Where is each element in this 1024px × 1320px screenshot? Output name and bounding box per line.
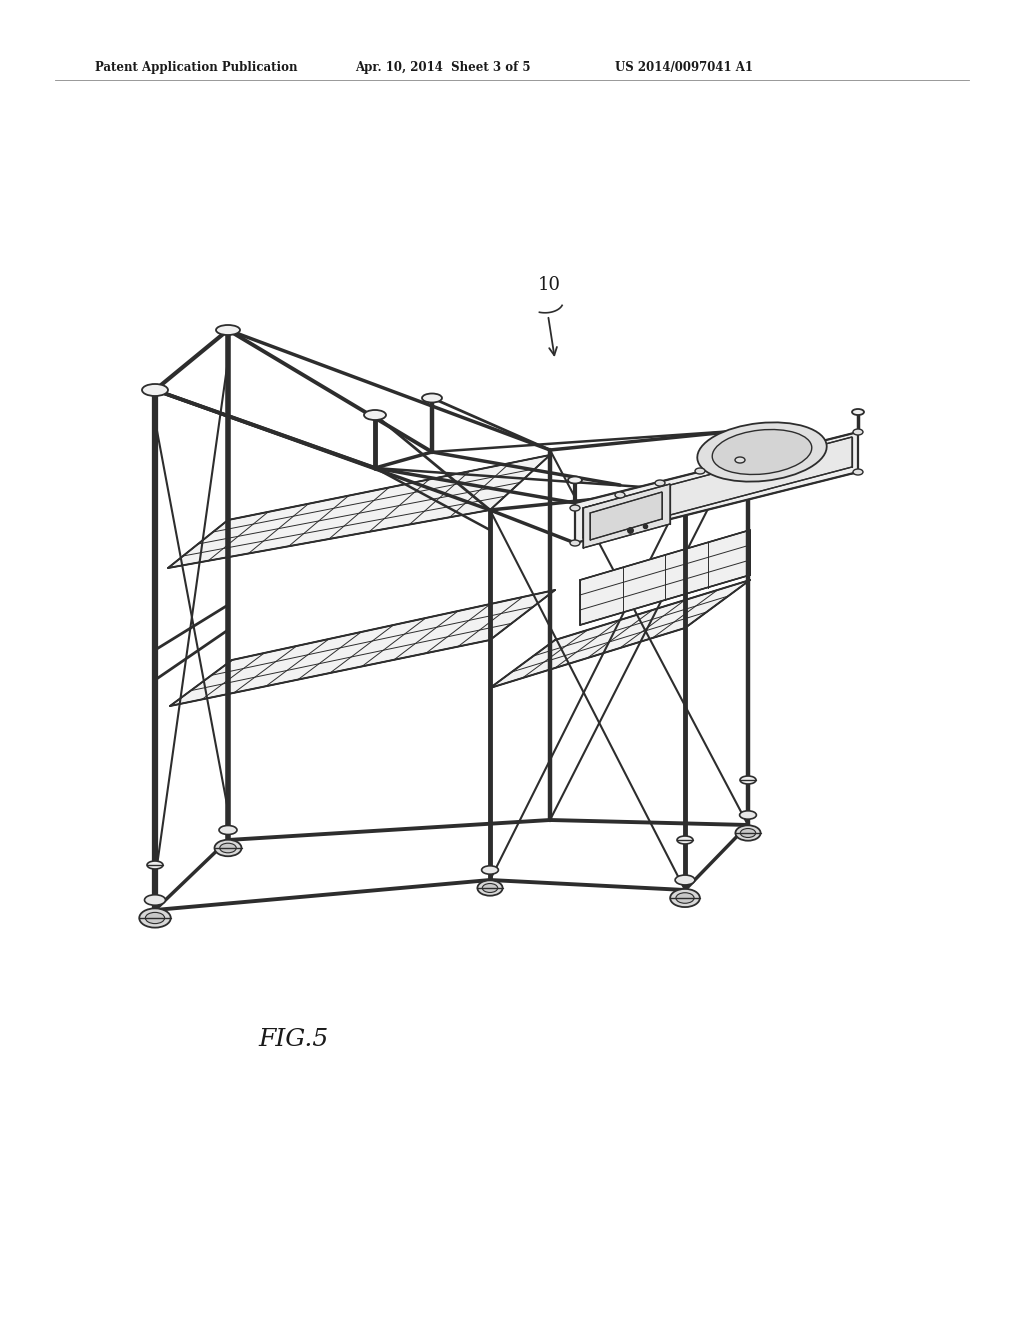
- Ellipse shape: [214, 840, 242, 857]
- Ellipse shape: [735, 825, 761, 841]
- Ellipse shape: [740, 829, 756, 837]
- Text: Apr. 10, 2014  Sheet 3 of 5: Apr. 10, 2014 Sheet 3 of 5: [355, 62, 530, 74]
- Ellipse shape: [145, 912, 165, 924]
- Ellipse shape: [677, 836, 693, 843]
- Text: US 2014/0097041 A1: US 2014/0097041 A1: [615, 62, 753, 74]
- Ellipse shape: [219, 825, 237, 834]
- Ellipse shape: [853, 469, 863, 475]
- Polygon shape: [583, 437, 852, 539]
- Ellipse shape: [713, 429, 812, 474]
- Ellipse shape: [670, 888, 699, 907]
- Ellipse shape: [739, 810, 757, 820]
- Ellipse shape: [364, 411, 386, 420]
- Ellipse shape: [853, 429, 863, 436]
- Ellipse shape: [482, 883, 498, 892]
- Ellipse shape: [477, 880, 503, 896]
- Polygon shape: [583, 484, 670, 548]
- Polygon shape: [590, 492, 662, 540]
- Ellipse shape: [139, 908, 171, 928]
- Ellipse shape: [147, 861, 163, 869]
- Polygon shape: [170, 590, 555, 706]
- Ellipse shape: [568, 477, 582, 483]
- Ellipse shape: [655, 480, 665, 486]
- Ellipse shape: [740, 776, 756, 784]
- Ellipse shape: [676, 892, 694, 903]
- Ellipse shape: [852, 409, 864, 414]
- Ellipse shape: [220, 843, 237, 853]
- Polygon shape: [580, 531, 750, 624]
- Polygon shape: [575, 432, 858, 543]
- Ellipse shape: [570, 540, 580, 546]
- Ellipse shape: [697, 422, 826, 482]
- Ellipse shape: [422, 393, 442, 403]
- Text: FIG.5: FIG.5: [258, 1028, 329, 1052]
- Text: Patent Application Publication: Patent Application Publication: [95, 62, 298, 74]
- Polygon shape: [168, 455, 550, 568]
- Ellipse shape: [144, 895, 166, 906]
- Ellipse shape: [481, 866, 499, 874]
- Ellipse shape: [142, 384, 168, 396]
- Ellipse shape: [675, 875, 695, 884]
- Ellipse shape: [570, 506, 580, 511]
- Ellipse shape: [216, 325, 240, 335]
- Ellipse shape: [615, 492, 625, 498]
- Ellipse shape: [695, 469, 705, 474]
- Text: 10: 10: [538, 276, 561, 294]
- Polygon shape: [490, 579, 750, 688]
- Ellipse shape: [735, 457, 745, 463]
